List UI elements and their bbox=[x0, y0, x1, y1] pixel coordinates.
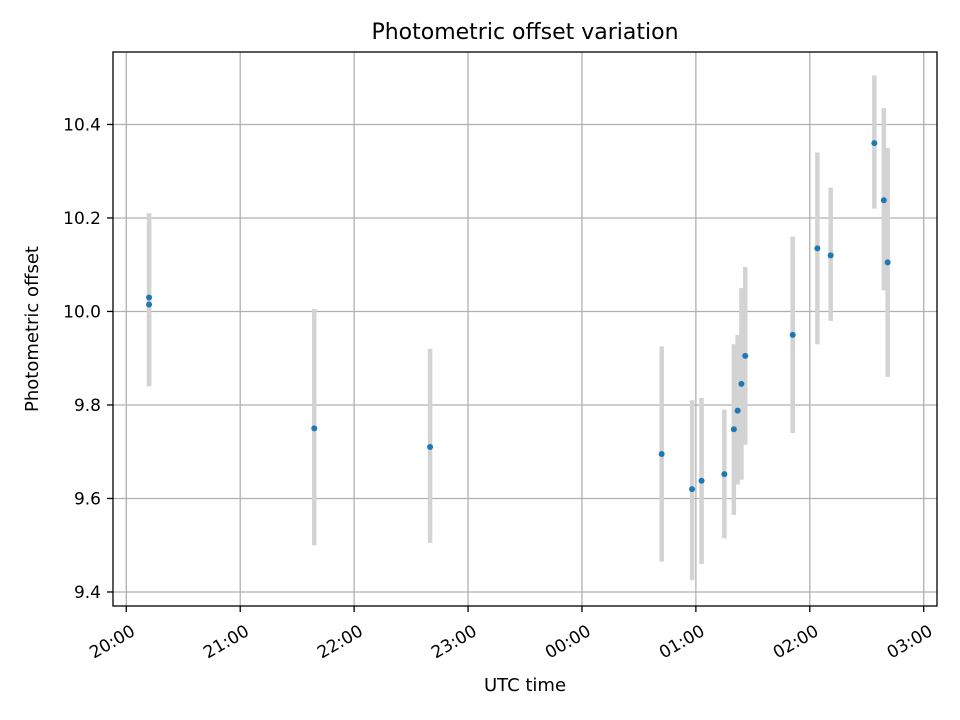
plot-frame bbox=[112, 51, 938, 607]
x-tick-label: 01:00 bbox=[656, 621, 708, 663]
x-tick-label: 23:00 bbox=[428, 621, 480, 663]
data-point bbox=[146, 294, 153, 301]
x-tick-label: 20:00 bbox=[86, 621, 138, 663]
data-point bbox=[658, 451, 665, 458]
data-point bbox=[427, 444, 434, 451]
x-tick-label: 22:00 bbox=[314, 621, 366, 663]
data-point bbox=[689, 486, 696, 493]
x-tick-label: 00:00 bbox=[542, 621, 594, 663]
data-point bbox=[730, 426, 737, 433]
data-point bbox=[871, 140, 878, 147]
axis-ticks: 20:00 21:00 22:00 23:00 00:00 01:00 02:00 03:00… bbox=[63, 115, 936, 663]
data-point bbox=[814, 245, 821, 252]
x-tick-label: 03:00 bbox=[884, 621, 936, 663]
data-point bbox=[789, 331, 796, 338]
data-point bbox=[734, 407, 741, 414]
data-point bbox=[827, 252, 834, 259]
y-tick-label: 10.0 bbox=[63, 302, 101, 322]
chart-title: Photometric offset variation bbox=[371, 20, 678, 45]
y-tick-label: 10.2 bbox=[63, 209, 101, 229]
grid bbox=[113, 52, 937, 606]
y-tick-label: 9.8 bbox=[74, 396, 101, 416]
data-point bbox=[884, 259, 891, 266]
x-axis-label: UTC time bbox=[484, 675, 566, 696]
data-point bbox=[721, 471, 728, 478]
data-point bbox=[311, 425, 318, 432]
data-points bbox=[146, 140, 891, 493]
x-tick-label: 21:00 bbox=[200, 621, 252, 663]
data-point bbox=[880, 197, 887, 204]
error-bars bbox=[146, 75, 890, 581]
data-point bbox=[698, 477, 705, 484]
x-tick-label: 02:00 bbox=[770, 621, 822, 663]
data-point bbox=[742, 352, 749, 359]
data-point bbox=[146, 301, 153, 308]
data-point bbox=[738, 380, 745, 387]
y-tick-label: 10.4 bbox=[63, 115, 101, 135]
y-axis-label: Photometric offset bbox=[22, 246, 43, 412]
y-tick-label: 9.4 bbox=[74, 583, 101, 603]
y-tick-label: 9.6 bbox=[74, 489, 101, 509]
